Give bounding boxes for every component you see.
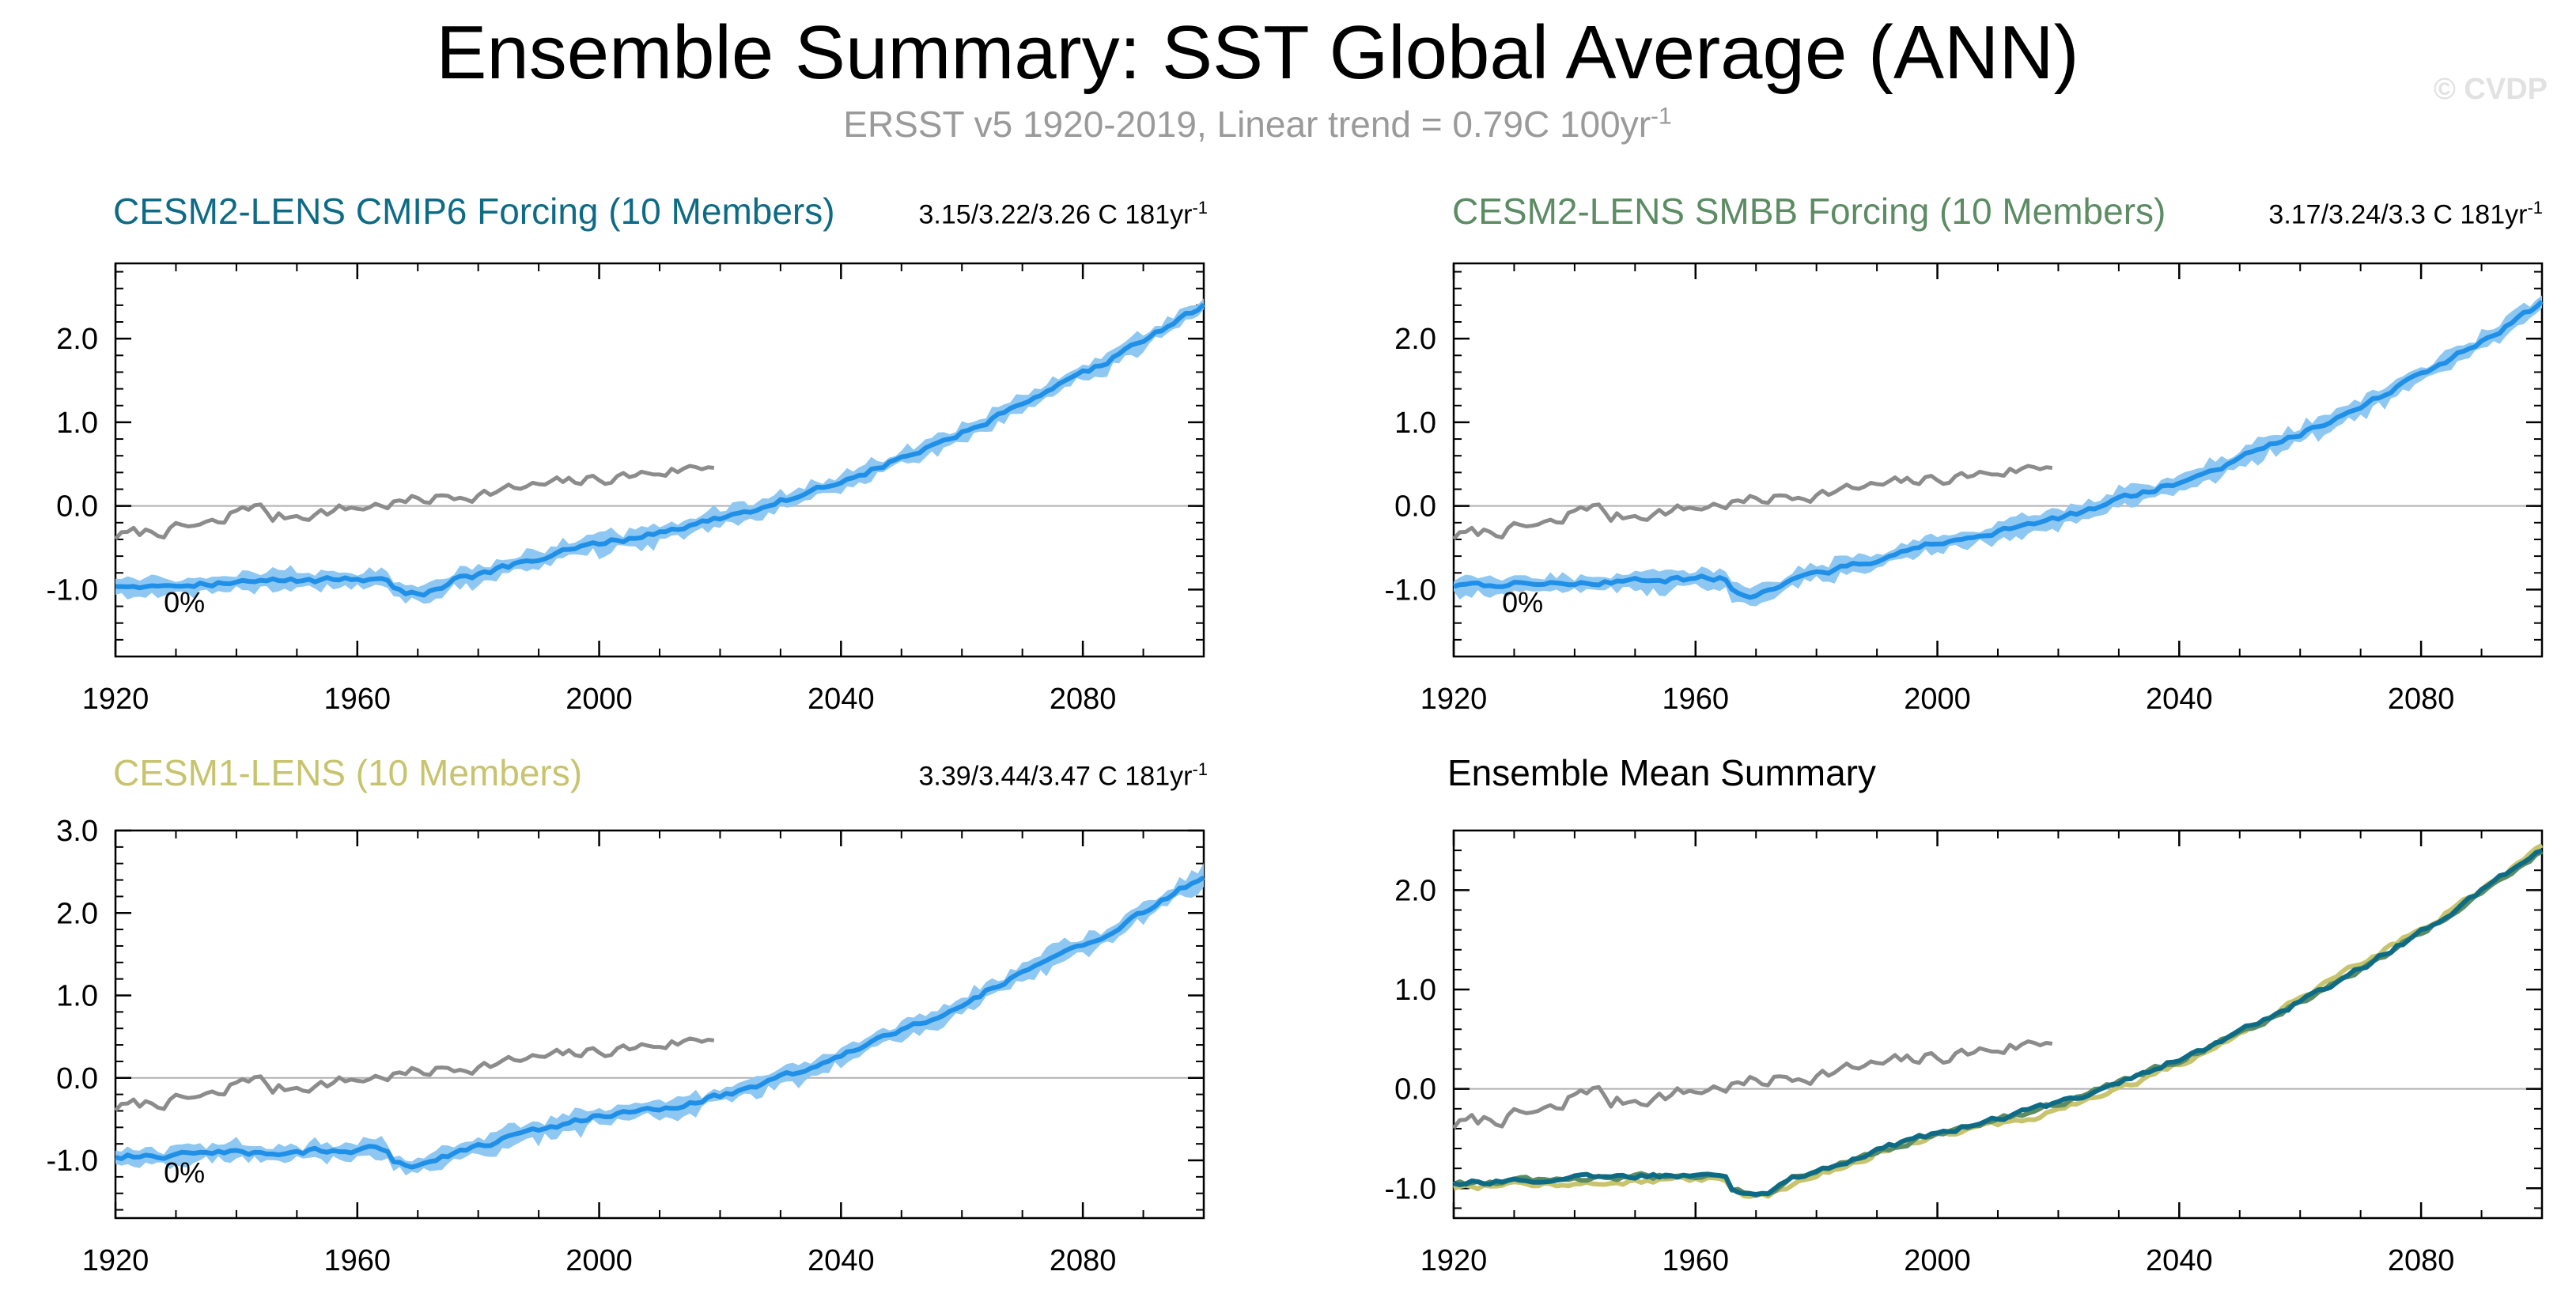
x-tick-label: 2040 <box>808 683 875 716</box>
y-tick-label: 3.0 <box>56 815 98 848</box>
ensemble-mean-line-cesm1 <box>1453 842 2544 1199</box>
trend-text: 3.15/3.22/3.26 C 181yr <box>918 199 1193 230</box>
x-tick-label: 1920 <box>1420 1244 1488 1277</box>
x-tick-label: 2000 <box>1904 1244 1971 1277</box>
trend-text: 3.17/3.24/3.3 C 181yr <box>2268 199 2528 230</box>
panel-title-summary: Ensemble Mean Summary <box>1447 752 1876 793</box>
y-tick-label: -1.0 <box>47 1145 98 1178</box>
y-tick-label: -1.0 <box>1385 1172 1436 1205</box>
y-tick-label: 0.0 <box>1394 490 1436 524</box>
x-tick-label: 2000 <box>1904 683 1971 716</box>
y-tick-label: 1.0 <box>1394 407 1436 440</box>
chart-cesm1: 1920 1960 2000 2040 2080 -1.0 0.0 1.0 2.0 3.0 0% <box>47 815 1205 1277</box>
observations-line <box>114 1036 715 1112</box>
percent-annotation: 0% <box>164 1156 205 1189</box>
x-tick-label: 2080 <box>1050 683 1117 716</box>
x-tick-label: 2040 <box>808 1244 875 1277</box>
x-tick-label: 1960 <box>1662 1244 1730 1277</box>
y-tick-label: 0.0 <box>56 490 98 524</box>
plot-frame <box>1452 829 2544 1220</box>
x-tick-label: 1920 <box>82 1244 149 1277</box>
subtitle-text: ERSST v5 1920-2019, Linear trend = 0.79C… <box>843 104 1651 145</box>
panel-trend-smbb: 3.17/3.24/3.3 C 181yr-1 <box>2268 198 2543 230</box>
observations-line <box>114 464 715 540</box>
y-tick-label: 2.0 <box>1394 874 1436 907</box>
x-tick-label: 2080 <box>2388 683 2455 716</box>
ensemble-mean-line-smbb <box>1452 849 2544 1198</box>
ensemble-spread-area <box>115 298 1204 604</box>
x-tick-label: 2080 <box>2388 1244 2455 1277</box>
y-tick-label: 1.0 <box>56 980 98 1013</box>
y-tick-label: 0.0 <box>56 1062 98 1095</box>
observations-line <box>1452 1039 2053 1129</box>
trend-text: 3.39/3.44/3.47 C 181yr <box>918 761 1193 792</box>
panel-title-smbb: CESM2-LENS SMBB Forcing (10 Members) <box>1452 191 2166 232</box>
y-tick-label: 1.0 <box>1394 974 1436 1007</box>
y-tick-label: 2.0 <box>1394 323 1436 356</box>
x-tick-label: 1920 <box>82 683 149 716</box>
chart-cmip6: 1920 1960 2000 2040 2080 -1.0 0.0 1.0 2.0 0% <box>47 262 1206 716</box>
percent-annotation: 0% <box>164 586 205 619</box>
trend-superscript: -1 <box>1192 759 1208 779</box>
y-tick-label: -1.0 <box>47 573 98 607</box>
panel-trend-cmip6: 3.15/3.22/3.26 C 181yr-1 <box>919 198 1208 230</box>
chart-summary: 1920 1960 2000 2040 2080 -1.0 0.0 1.0 2.0 <box>1385 829 2544 1277</box>
x-tick-label: 1960 <box>1662 683 1730 716</box>
x-tick-label: 1960 <box>324 1244 392 1277</box>
y-tick-label: 2.0 <box>56 897 98 930</box>
figure-subtitle: ERSST v5 1920-2019, Linear trend = 0.79C… <box>0 103 2515 146</box>
y-tick-label: 1.0 <box>56 407 98 440</box>
y-tick-label: 0.0 <box>1394 1073 1436 1107</box>
x-tick-label: 2080 <box>1050 1244 1117 1277</box>
x-tick-label: 2000 <box>566 683 633 716</box>
y-tick-label: 2.0 <box>56 323 98 356</box>
ensemble-spread-area <box>115 863 1204 1176</box>
percent-annotation: 0% <box>1502 586 1543 619</box>
panel-title-cesm1: CESM1-LENS (10 Members) <box>113 752 583 793</box>
trend-superscript: -1 <box>2527 198 2543 218</box>
ensemble-spread-area <box>1454 295 2542 607</box>
subtitle-superscript: -1 <box>1651 103 1672 130</box>
x-tick-label: 2040 <box>2146 683 2213 716</box>
trend-superscript: -1 <box>1192 198 1208 218</box>
observations-line <box>1452 464 2053 540</box>
x-tick-label: 1920 <box>1420 683 1488 716</box>
plot-frame <box>114 262 1205 658</box>
ensemble-mean-line <box>115 302 1206 598</box>
cvdp-watermark: © CVDP <box>2433 73 2548 106</box>
panel-trend-cesm1: 3.39/3.44/3.47 C 181yr-1 <box>919 759 1208 792</box>
x-tick-label: 2040 <box>2146 1244 2213 1277</box>
x-tick-label: 1960 <box>324 683 392 716</box>
y-tick-label: -1.0 <box>1385 573 1436 607</box>
panel-title-cmip6: CESM2-LENS CMIP6 Forcing (10 Members) <box>113 191 835 232</box>
plot-frame <box>1452 262 2544 658</box>
ensemble-mean-line <box>1453 300 2544 600</box>
chart-smbb: 1920 1960 2000 2040 2080 -1.0 0.0 1.0 2.0 0% <box>1385 262 2544 716</box>
ensemble-mean-line-cmip6 <box>1453 848 2543 1197</box>
figure-title: Ensemble Summary: SST Global Average (AN… <box>436 10 2079 95</box>
x-tick-label: 2000 <box>566 1244 633 1277</box>
ensemble-mean-line <box>115 875 1205 1170</box>
